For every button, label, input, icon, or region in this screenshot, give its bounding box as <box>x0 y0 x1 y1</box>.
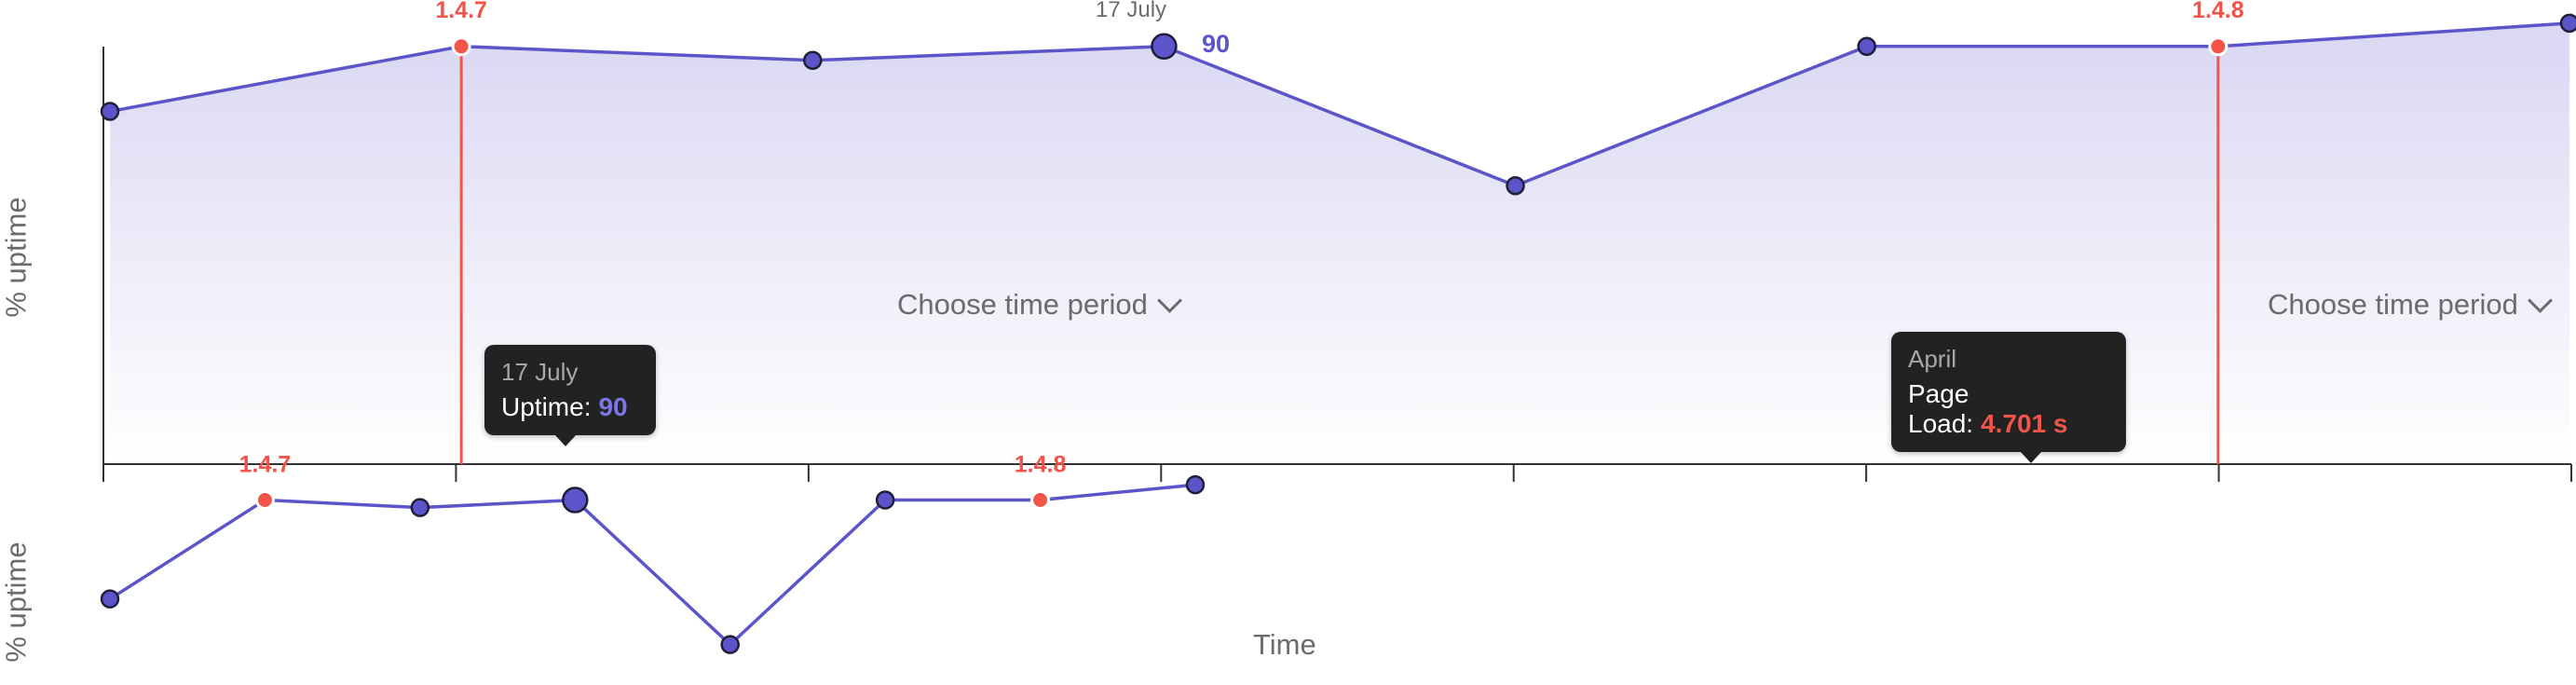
data-point <box>875 490 895 510</box>
release-label: 1.4.7 <box>435 0 487 23</box>
tooltip-label: Uptime: <box>501 392 592 421</box>
series-line-bottom <box>109 483 1196 648</box>
data-point <box>410 498 430 517</box>
chevron-down-icon <box>1156 287 1182 313</box>
tooltip-value: 4.701 s <box>1981 409 2068 438</box>
tooltip-label: Page Load: <box>1908 379 1974 438</box>
series-line <box>109 21 2570 188</box>
time-period-dropdown[interactable]: Choose time period <box>897 287 1182 322</box>
pageload-tooltip: April Page Load: 4.701 s <box>1891 332 2126 463</box>
data-point <box>1857 36 1876 57</box>
data-point <box>803 50 823 70</box>
release-point <box>2208 36 2228 57</box>
data-point <box>2559 13 2576 34</box>
highlight-date: 17 July <box>1096 0 1167 22</box>
tooltip-date: April <box>1908 345 1957 373</box>
y-axis-label-bottom: % uptime <box>0 541 33 663</box>
tooltip-arrow <box>555 435 576 446</box>
time-period-label: Choose time period <box>897 288 1148 321</box>
release-point <box>254 490 275 510</box>
data-point <box>100 102 120 121</box>
data-point <box>562 486 589 514</box>
uptime-tooltip: 17 July Uptime: 90 <box>484 345 656 446</box>
tooltip-date: 17 July <box>501 358 579 386</box>
data-point <box>100 589 120 609</box>
tooltip-value: 90 <box>598 392 628 421</box>
time-period-dropdown-2[interactable]: Choose time period <box>2268 287 2553 322</box>
data-point <box>1506 175 1525 196</box>
release-label: 1.4.8 <box>1015 452 1067 478</box>
highlight-value: 90 <box>1202 30 1231 58</box>
release-point <box>451 36 471 57</box>
release-label: 1.4.7 <box>239 452 292 478</box>
y-axis-label-top: % uptime <box>0 197 33 318</box>
area-fill <box>110 22 2569 465</box>
tooltip-arrow <box>2021 452 2041 463</box>
data-point <box>1151 33 1178 61</box>
data-point <box>720 635 740 654</box>
release-label: 1.4.8 <box>2192 0 2244 23</box>
time-period-label-2: Choose time period <box>2268 288 2518 321</box>
release-point <box>1030 490 1051 510</box>
x-axis-label: Time <box>1253 628 1316 661</box>
data-point <box>1185 474 1206 495</box>
chevron-down-icon <box>2527 287 2553 313</box>
